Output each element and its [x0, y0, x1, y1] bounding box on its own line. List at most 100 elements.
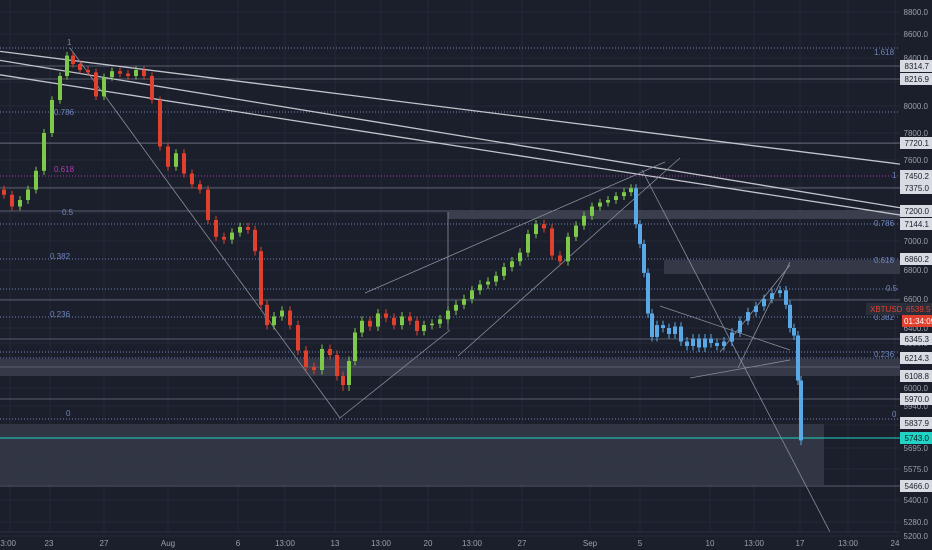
candle-body	[738, 320, 742, 333]
candle-body	[347, 361, 351, 385]
candle-body	[722, 341, 726, 346]
candle-body	[86, 70, 90, 73]
x-tick-label: 13:00	[744, 539, 765, 548]
candle-body	[638, 224, 642, 244]
x-tick-label: 20	[424, 539, 433, 548]
candle-body	[661, 325, 665, 328]
candle-body	[78, 64, 82, 70]
candle-body	[754, 306, 758, 313]
candle-body	[158, 100, 162, 147]
candle-body	[715, 343, 719, 346]
candle-body	[253, 229, 257, 252]
candle-body	[629, 188, 633, 193]
candle-body	[376, 313, 380, 327]
y-tick-label: 6000.0	[904, 384, 929, 393]
countdown: 01:34:09	[904, 317, 932, 326]
candle-body	[650, 313, 654, 337]
x-tick-label: 13:00	[462, 539, 483, 548]
candle-body	[400, 316, 404, 326]
candle-body	[384, 313, 388, 318]
x-tick-label: 13:00	[838, 539, 859, 548]
price-label-bg	[900, 137, 932, 149]
fib-left-label: 1	[67, 38, 72, 47]
candle-body	[335, 355, 339, 376]
drawing-line	[737, 261, 791, 369]
candle-body	[606, 200, 610, 203]
x-tick-label: Sep	[583, 539, 598, 548]
symbol-name: XBTUSD	[870, 305, 903, 314]
candle-body	[206, 189, 210, 220]
y-tick-label: 5280.0	[904, 518, 929, 527]
candle-body	[550, 228, 554, 256]
candle-body	[430, 323, 434, 326]
y-tick-label: 5695.0	[904, 444, 929, 453]
trendline	[0, 59, 900, 209]
candle-body	[454, 304, 458, 311]
candle-body	[150, 76, 154, 100]
price-label: 7144.1	[905, 220, 930, 229]
price-label-bg	[900, 205, 932, 217]
price-label-bg	[900, 393, 932, 405]
drawing-line	[364, 161, 666, 294]
candle-body	[2, 189, 6, 195]
candle-body	[542, 224, 546, 229]
fib-left-label: 0	[66, 409, 71, 418]
candle-body	[246, 227, 250, 230]
candle-body	[422, 325, 426, 331]
x-tick-label: 6	[236, 539, 241, 548]
fib-right-label: 1	[892, 171, 897, 180]
candle-body	[446, 310, 450, 320]
candle-body	[526, 234, 530, 253]
x-axis: 23:00 23 27 Aug 6 13:00 13 13:00 20 13:00 27 Sep 5 10…	[0, 531, 900, 548]
candle-body	[502, 267, 506, 276]
candles	[2, 52, 803, 446]
fib-labels: 1 0.786 0.618 0.5 0.382 0.236 0 1.618 1 0.786 0.61…	[50, 38, 898, 419]
price-label: 7375.0	[905, 184, 930, 193]
y-tick-label: 7800.0	[904, 129, 929, 138]
candle-body	[534, 224, 538, 234]
price-label: 8216.9	[905, 75, 930, 84]
price-label: 7200.0	[905, 207, 930, 216]
resistance-zone	[664, 260, 900, 274]
candle-body	[574, 225, 578, 237]
candle-body	[703, 338, 707, 348]
fib-left-label: 0.5	[62, 208, 74, 217]
candle-body	[34, 170, 38, 190]
candle-body	[691, 338, 695, 346]
y-tick-label: 5940.0	[904, 402, 929, 411]
candle-body	[518, 252, 522, 262]
price-label-bg	[900, 73, 932, 85]
candle-body	[280, 310, 284, 317]
candle-body	[762, 299, 766, 307]
candle-body	[770, 293, 774, 299]
candle-body	[50, 100, 54, 133]
x-tick-label: 17	[796, 539, 805, 548]
y-tick-label: 5200.0	[904, 532, 929, 541]
price-label-bg	[900, 218, 932, 230]
y-tick-label: 6800.0	[904, 266, 929, 275]
x-tick-label: 27	[100, 539, 109, 548]
candle-body	[353, 332, 357, 361]
candle-body	[494, 275, 498, 282]
candle-body	[102, 77, 106, 97]
fib-left-label: 0.236	[50, 310, 71, 319]
y-tick-label: 6400.0	[904, 324, 929, 333]
y-tick-label: 8000.0	[904, 102, 929, 111]
price-label: 7450.2	[905, 172, 930, 181]
candle-body	[788, 304, 792, 328]
price-label: 5970.0	[905, 395, 930, 404]
fib-right-label: 0.5	[886, 284, 898, 293]
candle-body	[590, 206, 594, 216]
candle-body	[288, 310, 292, 326]
x-tick-label: 23	[45, 539, 54, 548]
price-label-bg	[900, 352, 932, 364]
last-price-label: 5743.0	[905, 434, 930, 443]
candle-body	[368, 320, 372, 327]
candle-body	[118, 71, 122, 74]
drawing-line	[659, 305, 791, 351]
candle-body	[222, 236, 226, 240]
candle-body	[238, 227, 242, 233]
price-label-bg	[900, 60, 932, 72]
